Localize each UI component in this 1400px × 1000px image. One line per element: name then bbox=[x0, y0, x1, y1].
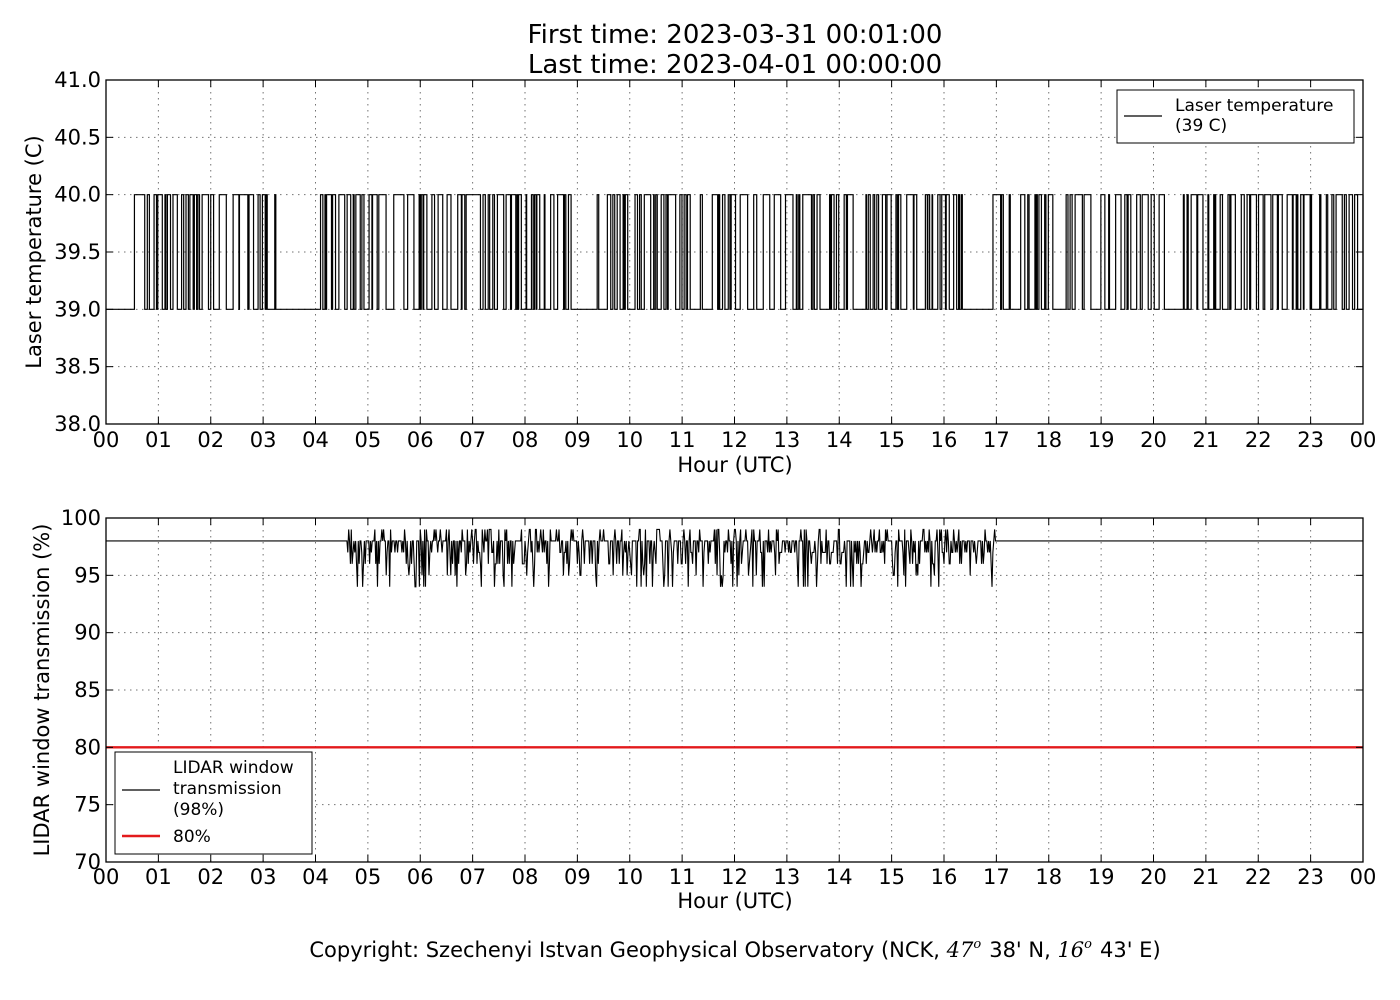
bottom-x-tick-labels: 00 01 02 03 04 05 06 07 08 09 10 11 12 13 14 15 16 17 18 19… bbox=[93, 865, 1377, 889]
copyright-lat-degree-mark: o bbox=[973, 937, 981, 952]
x-tick-label: 04 bbox=[302, 865, 329, 889]
x-tick-label: 18 bbox=[1035, 428, 1062, 452]
x-tick-label: 12 bbox=[721, 865, 748, 889]
y-tick-label: 70 bbox=[74, 850, 101, 874]
bottom-y-tick-labels: 70 75 80 85 90 95 100 bbox=[61, 506, 101, 874]
x-tick-label: 00 bbox=[1350, 428, 1377, 452]
copyright-text: Copyright: Szechenyi Istvan Geophysical … bbox=[309, 937, 1160, 962]
x-tick-label: 04 bbox=[302, 428, 329, 452]
top-y-axis-label: Laser temperature (C) bbox=[22, 135, 46, 368]
x-tick-label: 18 bbox=[1035, 865, 1062, 889]
x-tick-label: 19 bbox=[1088, 865, 1115, 889]
x-tick-label: 00 bbox=[93, 865, 120, 889]
y-tick-label: 75 bbox=[74, 793, 101, 817]
top-y-tick-labels: 38.0 38.5 39.0 39.5 40.0 40.5 41.0 bbox=[54, 68, 101, 436]
bottom-x-axis-label: Hour (UTC) bbox=[677, 889, 792, 913]
lidar-transmission-line bbox=[106, 528, 1363, 588]
top-legend-label-line-1: Laser temperature bbox=[1175, 96, 1333, 116]
bottom-ticks bbox=[105, 517, 1364, 863]
x-tick-label: 20 bbox=[1140, 428, 1167, 452]
top-legend-label-line-2: (39 C) bbox=[1175, 116, 1227, 136]
bottom-legend-label-line-1: LIDAR window bbox=[173, 758, 294, 778]
bottom-y-axis-label: LIDAR window transmission (%) bbox=[30, 524, 54, 857]
x-tick-label: 16 bbox=[931, 428, 958, 452]
x-tick-label: 20 bbox=[1140, 865, 1167, 889]
x-tick-label: 13 bbox=[774, 428, 801, 452]
chart-title-line-2: Last time: 2023-04-01 00:00:00 bbox=[528, 50, 942, 80]
x-tick-label: 06 bbox=[407, 865, 434, 889]
x-tick-label: 10 bbox=[616, 428, 643, 452]
x-tick-label: 07 bbox=[459, 428, 486, 452]
x-tick-label: 16 bbox=[931, 865, 958, 889]
x-tick-label: 13 bbox=[774, 865, 801, 889]
x-tick-label: 08 bbox=[512, 428, 539, 452]
bottom-legend: LIDAR window transmission (98%) 80% bbox=[114, 751, 313, 855]
laser-temperature-series bbox=[106, 194, 1364, 310]
x-tick-label: 02 bbox=[197, 865, 224, 889]
x-tick-label: 12 bbox=[721, 428, 748, 452]
copyright-lat-min: 38' N, bbox=[989, 938, 1057, 962]
lidar-transmission-series bbox=[106, 528, 1363, 588]
x-tick-label: 21 bbox=[1193, 428, 1220, 452]
x-tick-label: 14 bbox=[826, 428, 853, 452]
x-tick-label: 19 bbox=[1088, 428, 1115, 452]
x-tick-label: 00 bbox=[1350, 865, 1377, 889]
x-tick-label: 08 bbox=[512, 865, 539, 889]
lidar-transmission-chart: 00 01 02 03 04 05 06 07 08 09 10 11 12 13 14 15 16 17 18 19… bbox=[30, 506, 1376, 913]
bottom-legend-label-line-2: transmission bbox=[173, 779, 282, 799]
y-tick-label: 39.0 bbox=[54, 297, 101, 321]
x-tick-label: 15 bbox=[878, 865, 905, 889]
y-tick-label: 41.0 bbox=[54, 68, 101, 92]
y-tick-label: 40.5 bbox=[54, 125, 101, 149]
copyright-lon-degree-mark: o bbox=[1084, 937, 1092, 952]
laser-temperature-line bbox=[106, 194, 1364, 310]
x-tick-label: 17 bbox=[983, 428, 1010, 452]
y-tick-label: 90 bbox=[74, 621, 101, 645]
x-tick-label: 01 bbox=[145, 428, 172, 452]
copyright-lat-deg: 47 bbox=[946, 938, 974, 962]
y-tick-label: 80 bbox=[74, 735, 101, 759]
chart-title-line-1: First time: 2023-03-31 00:01:00 bbox=[528, 20, 943, 50]
top-x-tick-labels: 00 01 02 03 04 05 06 07 08 09 10 11 12 13 14 15 16 17 18 19… bbox=[93, 428, 1377, 452]
top-legend: Laser temperature (39 C) bbox=[1116, 89, 1355, 144]
y-tick-label: 100 bbox=[61, 506, 101, 530]
bottom-legend-label-line-3: (98%) bbox=[173, 800, 224, 820]
top-ticks bbox=[105, 79, 1364, 425]
x-tick-label: 14 bbox=[826, 865, 853, 889]
laser-temperature-chart: 00 01 02 03 04 05 06 07 08 09 10 11 12 13 14 15 16 17 18 19… bbox=[22, 68, 1376, 477]
x-tick-label: 09 bbox=[564, 865, 591, 889]
x-tick-label: 10 bbox=[616, 865, 643, 889]
x-tick-label: 22 bbox=[1245, 428, 1272, 452]
copyright-lon-min: 43' E) bbox=[1100, 938, 1161, 962]
x-tick-label: 17 bbox=[983, 865, 1010, 889]
x-tick-label: 23 bbox=[1297, 865, 1324, 889]
x-tick-label: 01 bbox=[145, 865, 172, 889]
y-tick-label: 85 bbox=[74, 678, 101, 702]
x-tick-label: 05 bbox=[355, 865, 382, 889]
y-tick-label: 39.5 bbox=[54, 240, 101, 264]
bottom-legend-label-threshold: 80% bbox=[173, 827, 211, 847]
y-tick-label: 40.0 bbox=[54, 183, 101, 207]
x-tick-label: 11 bbox=[669, 428, 696, 452]
copyright-lon-deg: 16 bbox=[1057, 938, 1084, 962]
x-tick-label: 06 bbox=[407, 428, 434, 452]
x-tick-label: 07 bbox=[459, 865, 486, 889]
x-tick-label: 15 bbox=[878, 428, 905, 452]
y-tick-label: 38.5 bbox=[54, 355, 101, 379]
y-tick-label: 95 bbox=[74, 563, 101, 587]
x-tick-label: 21 bbox=[1193, 865, 1220, 889]
x-tick-label: 23 bbox=[1297, 428, 1324, 452]
x-tick-label: 03 bbox=[250, 428, 277, 452]
x-tick-label: 22 bbox=[1245, 865, 1272, 889]
x-tick-label: 02 bbox=[197, 428, 224, 452]
x-tick-label: 05 bbox=[355, 428, 382, 452]
top-x-axis-label: Hour (UTC) bbox=[677, 453, 792, 477]
x-tick-label: 03 bbox=[250, 865, 277, 889]
copyright-prefix: Copyright: Szechenyi Istvan Geophysical … bbox=[309, 938, 946, 962]
y-tick-label: 38.0 bbox=[54, 412, 101, 436]
x-tick-label: 09 bbox=[564, 428, 591, 452]
x-tick-label: 11 bbox=[669, 865, 696, 889]
x-tick-label: 00 bbox=[93, 428, 120, 452]
